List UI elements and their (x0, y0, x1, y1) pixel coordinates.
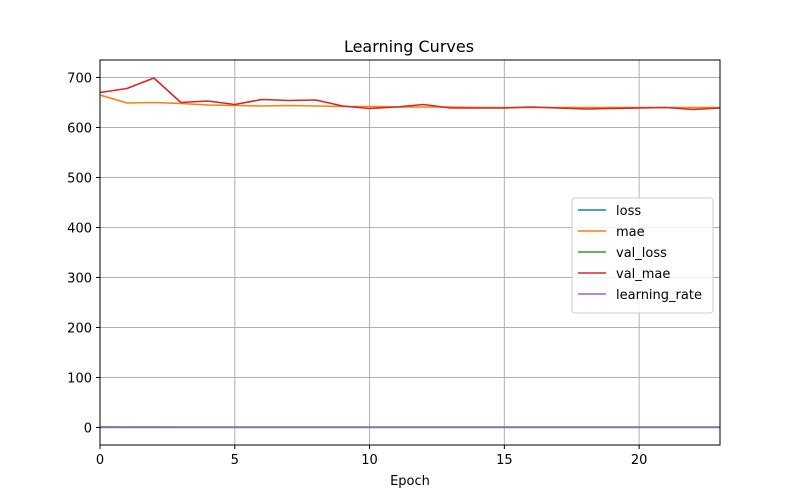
series-layer (100, 77, 720, 429)
chart-title: Learning Curves (344, 37, 474, 56)
legend-label: val_loss (616, 246, 667, 261)
y-tick-label: 200 (67, 322, 92, 337)
x-tick-label: 10 (361, 453, 378, 468)
y-tick-label: 0 (84, 422, 92, 437)
legend-label: mae (616, 225, 645, 240)
y-tick-label: 700 (67, 72, 92, 87)
y-tick-label: 400 (67, 222, 92, 237)
x-tick-label: 0 (96, 453, 104, 468)
x-tick-label: 5 (231, 453, 239, 468)
y-tick-label: 300 (67, 272, 92, 287)
plot-frame (99, 59, 721, 446)
legend-label: val_mae (616, 267, 670, 282)
y-tick-label: 100 (67, 372, 92, 387)
legend-box (571, 197, 714, 314)
legend-label: learning_rate (616, 288, 702, 303)
y-tick-label: 500 (67, 172, 92, 187)
x-axis-title: Epoch (390, 474, 430, 489)
legend-label: loss (616, 204, 641, 219)
series-line-val-mae (100, 77, 720, 111)
series-line-mae (100, 94, 720, 109)
legend: loss mae val_loss val_mae learning_rate (571, 197, 714, 314)
x-tick-label: 15 (496, 453, 513, 468)
y-tick-label: 600 (67, 122, 92, 137)
x-tick-label: 20 (631, 453, 648, 468)
